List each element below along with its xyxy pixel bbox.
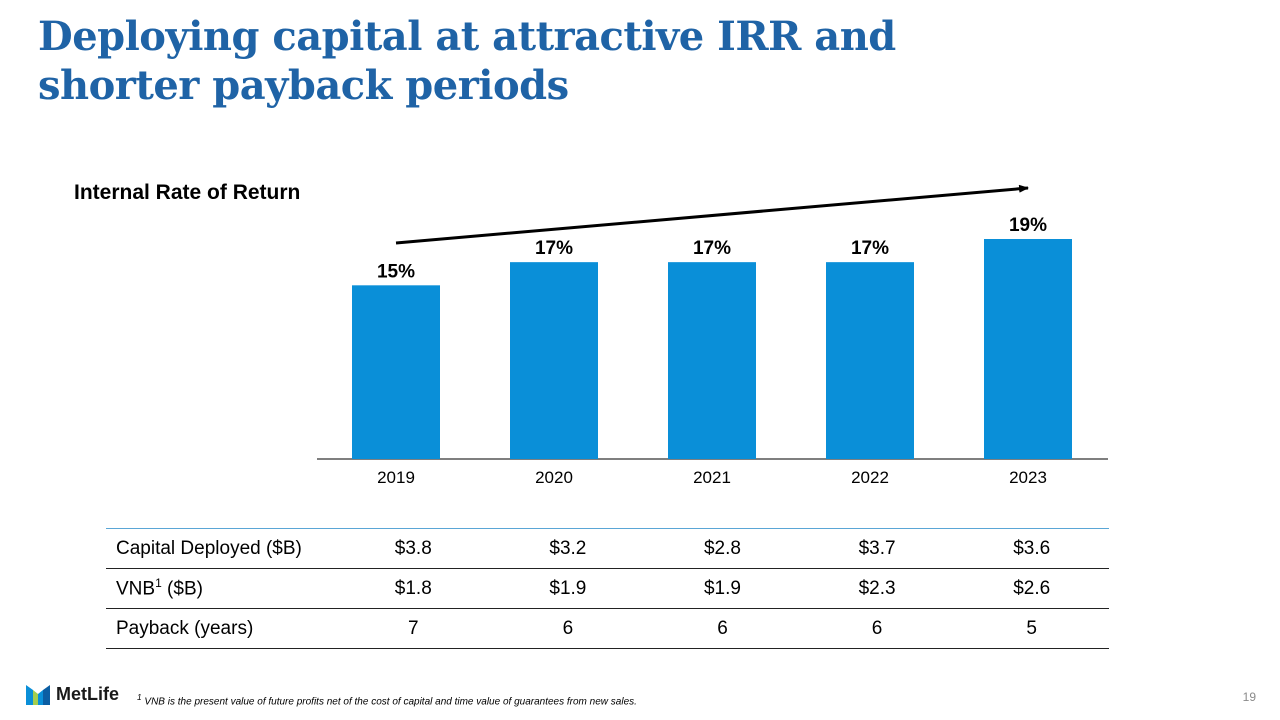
footnote: 1 VNB is the present value of future pro… (137, 692, 637, 707)
bar-2019 (352, 285, 440, 459)
cell-payback-2020: 6 (562, 617, 574, 639)
cell-capital-2019: $3.8 (394, 537, 432, 559)
footnote-marker: 1 (137, 692, 142, 702)
cell-vnb-2020: $1.9 (549, 577, 587, 599)
x-tick-2019: 2019 (377, 468, 415, 487)
cell-capital-2023: $3.6 (1013, 537, 1051, 559)
x-tick-2022: 2022 (851, 468, 889, 487)
cell-vnb-2023: $2.6 (1013, 577, 1051, 599)
chart-title: Internal Rate of Return (74, 181, 301, 204)
cell-vnb-2019: $1.8 (394, 577, 432, 599)
vnb-label-rest: ($B) (161, 578, 203, 600)
vnb-footnote-marker: 1 (155, 576, 162, 591)
table-row-capital-deployed: Capital Deployed ($B) $3.8 $3.2 $2.8 $3.… (106, 528, 1109, 569)
cell-payback-2021: 6 (717, 617, 728, 639)
slide-title: Deploying capital at attractive IRR and … (38, 12, 1038, 110)
metlife-logo-icon (26, 685, 50, 705)
data-label-2020: 17% (535, 238, 573, 259)
bar-2022 (826, 262, 914, 459)
data-label-2021: 17% (693, 238, 731, 259)
x-tick-2020: 2020 (535, 468, 573, 487)
page-number: 19 (1242, 690, 1256, 704)
cell-payback-2023: 5 (1026, 617, 1037, 639)
row-label-capital-deployed: Capital Deployed ($B) (116, 537, 302, 559)
data-label-2022: 17% (851, 238, 889, 259)
cell-payback-2022: 6 (871, 617, 883, 639)
slide-title-line2: shorter payback periods (38, 62, 569, 109)
bar-2021 (668, 262, 756, 459)
bar-2023 (984, 239, 1072, 459)
x-tick-2023: 2023 (1009, 468, 1047, 487)
data-label-2019: 15% (377, 261, 415, 282)
irr-bar-chart: 15% 2019 17% 2020 17% 2021 17% 2022 19% 2023 (317, 184, 1108, 487)
row-label-payback: Payback (years) (116, 617, 254, 639)
table-row-payback: Payback (years) 7 6 6 6 5 (106, 609, 1109, 649)
footnote-text: VNB is the present value of future profi… (141, 696, 637, 708)
slide-title-line1: Deploying capital at attractive IRR and (38, 13, 896, 60)
vnb-label-main: VNB (116, 578, 156, 600)
trend-arrow (395, 184, 1029, 245)
metrics-table: Capital Deployed ($B) $3.8 $3.2 $2.8 $3.… (106, 528, 1109, 649)
cell-capital-2020: $3.2 (549, 537, 587, 559)
table-row-vnb: VNB1 ($B) $1.8 $1.9 $1.9 $2.3 $2.6 (106, 569, 1109, 609)
data-label-2023: 19% (1009, 215, 1047, 236)
bar-2020 (510, 262, 598, 459)
cell-vnb-2022: $2.3 (858, 577, 896, 599)
row-label-vnb: VNB1 ($B) (106, 569, 336, 609)
cell-vnb-2021: $1.9 (703, 577, 741, 599)
cell-capital-2021: $2.8 (703, 537, 741, 559)
metlife-logo-text: MetLife (56, 683, 119, 704)
metlife-logo: MetLife (26, 683, 119, 705)
cell-payback-2019: 7 (408, 617, 419, 639)
cell-capital-2022: $3.7 (858, 537, 896, 559)
x-tick-2021: 2021 (693, 468, 731, 487)
